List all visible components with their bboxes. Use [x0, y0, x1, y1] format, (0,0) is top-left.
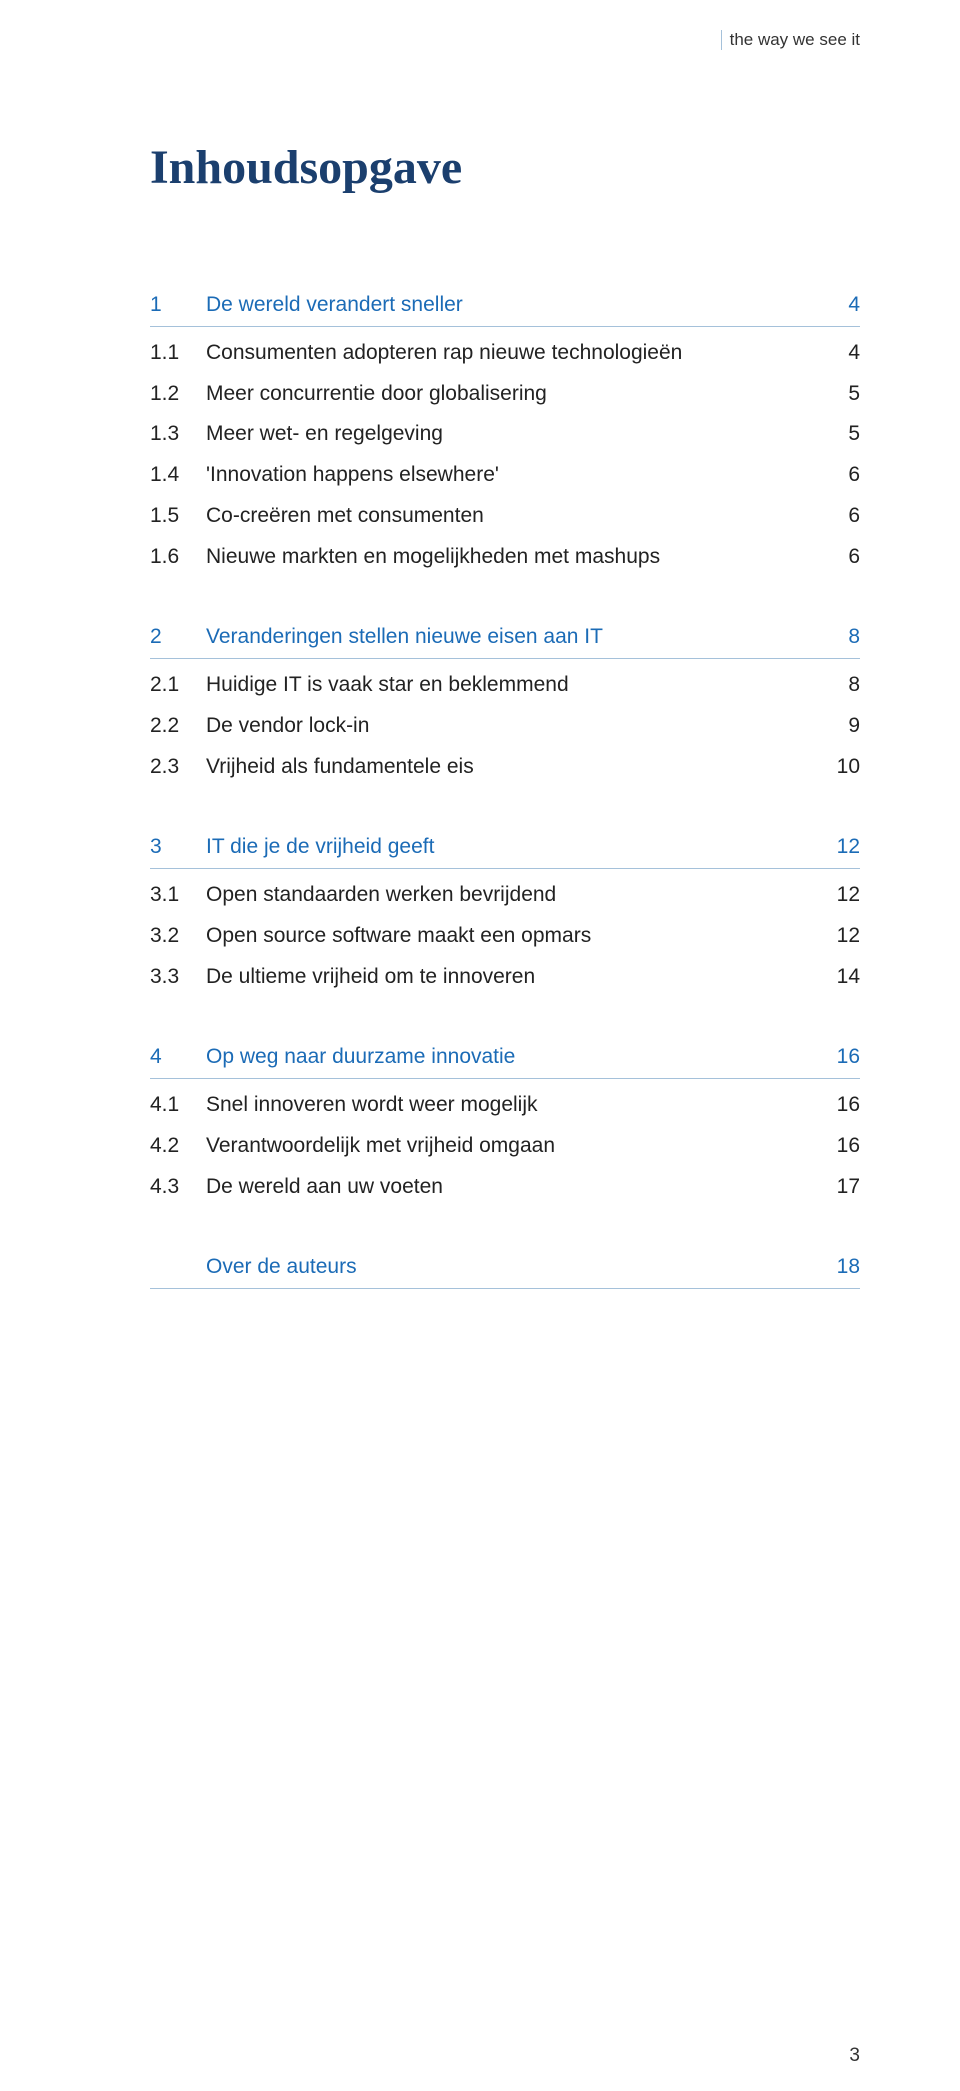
toc-chapter-link[interactable]: 2 Veranderingen stellen nieuwe eisen aan…: [150, 617, 860, 659]
toc-item-label: Vrijheid als fundamentele eis: [206, 749, 810, 786]
toc-item-page: 12: [810, 918, 860, 955]
toc-item-label: Co-creëren met consumenten: [206, 498, 810, 535]
toc-item-num: 1.4: [150, 457, 206, 494]
toc-chapter-num: 2: [150, 619, 206, 656]
toc-chapter-page: 16: [810, 1039, 860, 1076]
toc-item[interactable]: 3.3 De ultieme vrijheid om te innoveren …: [150, 957, 860, 998]
toc-item-num: 1.5: [150, 498, 206, 535]
toc-item[interactable]: 1.5 Co-creëren met consumenten 6: [150, 496, 860, 537]
toc-chapter-num: 3: [150, 829, 206, 866]
toc-chapter-num: 4: [150, 1039, 206, 1076]
toc-item-label: Snel innoveren wordt weer mogelijk: [206, 1087, 810, 1124]
toc-item-num: 2.2: [150, 708, 206, 745]
toc-item-num: 3.3: [150, 959, 206, 996]
toc-item-page: 14: [810, 959, 860, 996]
toc-item-label: Consumenten adopteren rap nieuwe technol…: [206, 335, 810, 372]
toc-item-page: 16: [810, 1128, 860, 1165]
toc-chapter-label: Veranderingen stellen nieuwe eisen aan I…: [206, 619, 810, 656]
toc-group: 1 De wereld verandert sneller 4 1.1 Cons…: [150, 285, 860, 577]
toc-item-page: 16: [810, 1087, 860, 1124]
toc-chapter-label: IT die je de vrijheid geeft: [206, 829, 810, 866]
toc-chapter-page: 8: [810, 619, 860, 656]
toc-item-page: 10: [810, 749, 860, 786]
toc-item[interactable]: 4.2 Verantwoordelijk met vrijheid omgaan…: [150, 1126, 860, 1167]
toc-item-label: Nieuwe markten en mogelijkheden met mash…: [206, 539, 810, 576]
table-of-contents: 1 De wereld verandert sneller 4 1.1 Cons…: [150, 285, 860, 1289]
toc-item[interactable]: 1.2 Meer concurrentie door globalisering…: [150, 374, 860, 415]
toc-item-page: 8: [810, 667, 860, 704]
toc-item[interactable]: 1.3 Meer wet- en regelgeving 5: [150, 414, 860, 455]
toc-item-label: Open standaarden werken bevrijdend: [206, 877, 810, 914]
toc-item[interactable]: 1.6 Nieuwe markten en mogelijkheden met …: [150, 537, 860, 578]
document-page: the way we see it Inhoudsopgave 1 De wer…: [0, 0, 960, 2091]
toc-item[interactable]: 2.2 De vendor lock-in 9: [150, 706, 860, 747]
toc-chapter-num: 1: [150, 287, 206, 324]
toc-item[interactable]: 3.2 Open source software maakt een opmar…: [150, 916, 860, 957]
toc-chapter-link[interactable]: 1 De wereld verandert sneller 4: [150, 285, 860, 327]
toc-item-label: Verantwoordelijk met vrijheid omgaan: [206, 1128, 810, 1165]
toc-item-page: 4: [810, 335, 860, 372]
toc-item-num: 4.3: [150, 1169, 206, 1206]
toc-item-num: 3.2: [150, 918, 206, 955]
toc-item[interactable]: 4.3 De wereld aan uw voeten 17: [150, 1167, 860, 1208]
toc-item-page: 6: [810, 457, 860, 494]
toc-chapter-link[interactable]: Over de auteurs 18: [150, 1247, 860, 1289]
toc-item-label: Huidige IT is vaak star en beklemmend: [206, 667, 810, 704]
toc-item-label: De vendor lock-in: [206, 708, 810, 745]
toc-item[interactable]: 1.1 Consumenten adopteren rap nieuwe tec…: [150, 333, 860, 374]
toc-item[interactable]: 4.1 Snel innoveren wordt weer mogelijk 1…: [150, 1085, 860, 1126]
toc-item-label: De ultieme vrijheid om te innoveren: [206, 959, 810, 996]
toc-group: 4 Op weg naar duurzame innovatie 16 4.1 …: [150, 1037, 860, 1207]
toc-item[interactable]: 1.4 'Innovation happens elsewhere' 6: [150, 455, 860, 496]
toc-group: 2 Veranderingen stellen nieuwe eisen aan…: [150, 617, 860, 787]
toc-item-label: Meer concurrentie door globalisering: [206, 376, 810, 413]
toc-item-num: 4.1: [150, 1087, 206, 1124]
toc-chapter-page: 18: [810, 1249, 860, 1286]
toc-item-label: Meer wet- en regelgeving: [206, 416, 810, 453]
toc-chapter-label: Over de auteurs: [206, 1249, 810, 1286]
toc-item-page: 5: [810, 376, 860, 413]
toc-item-page: 17: [810, 1169, 860, 1206]
toc-item-page: 9: [810, 708, 860, 745]
toc-item-label: Open source software maakt een opmars: [206, 918, 810, 955]
toc-chapter-link[interactable]: 4 Op weg naar duurzame innovatie 16: [150, 1037, 860, 1079]
page-number: 3: [849, 2045, 860, 2067]
toc-item[interactable]: 2.1 Huidige IT is vaak star en beklemmen…: [150, 665, 860, 706]
toc-item-page: 6: [810, 498, 860, 535]
toc-item-label: De wereld aan uw voeten: [206, 1169, 810, 1206]
toc-group: Over de auteurs 18: [150, 1247, 860, 1289]
page-title: Inhoudsopgave: [150, 140, 860, 195]
toc-chapter-page: 12: [810, 829, 860, 866]
toc-item-num: 1.2: [150, 376, 206, 413]
toc-chapter-label: De wereld verandert sneller: [206, 287, 810, 324]
toc-item-num: 2.3: [150, 749, 206, 786]
header-tagline: the way we see it: [721, 30, 860, 50]
toc-item-page: 5: [810, 416, 860, 453]
toc-item-label: 'Innovation happens elsewhere': [206, 457, 810, 494]
toc-item-num: 1.1: [150, 335, 206, 372]
toc-item-num: 2.1: [150, 667, 206, 704]
toc-item[interactable]: 3.1 Open standaarden werken bevrijdend 1…: [150, 875, 860, 916]
toc-item[interactable]: 2.3 Vrijheid als fundamentele eis 10: [150, 747, 860, 788]
toc-chapter-page: 4: [810, 287, 860, 324]
toc-chapter-label: Op weg naar duurzame innovatie: [206, 1039, 810, 1076]
toc-item-num: 1.6: [150, 539, 206, 576]
toc-chapter-link[interactable]: 3 IT die je de vrijheid geeft 12: [150, 827, 860, 869]
toc-item-page: 6: [810, 539, 860, 576]
toc-item-num: 3.1: [150, 877, 206, 914]
toc-item-page: 12: [810, 877, 860, 914]
toc-item-num: 1.3: [150, 416, 206, 453]
toc-item-num: 4.2: [150, 1128, 206, 1165]
toc-group: 3 IT die je de vrijheid geeft 12 3.1 Ope…: [150, 827, 860, 997]
